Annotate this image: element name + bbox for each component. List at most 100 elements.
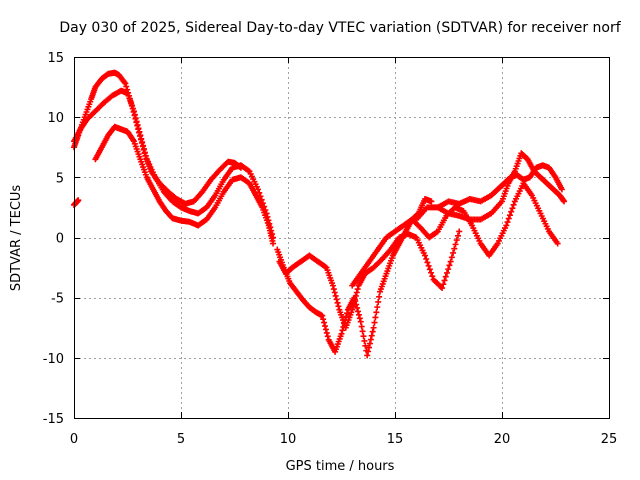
data-point (423, 255, 430, 262)
series-track-7 (413, 150, 568, 223)
series-track-6 (349, 180, 561, 289)
data-point (352, 292, 359, 299)
data-point (445, 266, 452, 273)
data-point (374, 304, 381, 311)
data-point (321, 323, 328, 330)
data-point (372, 314, 379, 321)
data-point (362, 342, 369, 349)
data-point (505, 215, 512, 222)
data-point (376, 293, 383, 300)
y-tick-label: 15 (47, 51, 64, 66)
data-point (456, 228, 463, 235)
data-point (123, 83, 130, 90)
y-tick-label: -5 (51, 292, 64, 307)
data-point (368, 332, 375, 339)
x-tick-label: 15 (387, 432, 404, 447)
data-point (122, 80, 129, 87)
data-point (324, 333, 331, 340)
data-point (329, 282, 336, 289)
data-point (426, 266, 433, 273)
data-point (357, 318, 364, 325)
data-point (453, 237, 460, 244)
data-point (429, 273, 436, 280)
y-tick-label: 0 (56, 232, 64, 247)
data-point (358, 323, 365, 330)
data-point (561, 198, 568, 205)
data-point (349, 306, 356, 313)
series-track-3 (92, 123, 277, 247)
data-point (356, 315, 363, 322)
data-point (321, 319, 328, 326)
data-point (322, 326, 329, 333)
data-point (354, 304, 361, 311)
y-tick-label: -15 (43, 412, 64, 427)
data-point (366, 340, 373, 347)
data-point (509, 205, 516, 212)
data-point (138, 135, 145, 142)
grid (74, 57, 609, 418)
data-point (370, 324, 377, 331)
y-tick-label: 10 (47, 111, 64, 126)
data-point (454, 232, 461, 239)
data-point (425, 262, 432, 269)
series-track-2 (71, 87, 277, 241)
data-point (350, 303, 357, 310)
data-point (353, 289, 360, 296)
data-point (421, 252, 428, 259)
data-point (373, 309, 380, 316)
data-point (139, 139, 146, 146)
data-point (375, 298, 382, 305)
data-point (554, 240, 561, 247)
y-tick-label: 5 (56, 171, 64, 186)
data-point (136, 128, 143, 135)
data-point (332, 292, 339, 299)
data-point (503, 222, 510, 229)
data-point (334, 299, 341, 306)
data-point (369, 328, 376, 335)
data-point (135, 125, 142, 132)
x-axis-label: GPS time / hours (286, 459, 395, 474)
data-point (344, 310, 351, 317)
data-point (131, 111, 138, 118)
data-point (443, 269, 450, 276)
data-point (360, 333, 367, 340)
data-point (255, 186, 262, 193)
data-point (132, 115, 139, 122)
x-tick-label: 0 (70, 432, 78, 447)
data-point (140, 142, 147, 149)
data-point (338, 330, 345, 337)
data-point (355, 311, 362, 318)
plot-frame (74, 57, 610, 419)
data-point (558, 186, 565, 193)
x-tick-label: 20 (494, 432, 511, 447)
y-tick-label: -10 (43, 352, 64, 367)
x-tick-label: 5 (177, 432, 185, 447)
data-point (330, 286, 337, 293)
series-track-9 (71, 197, 82, 209)
data-point (424, 259, 431, 266)
data-point (351, 296, 358, 303)
data-point (451, 245, 458, 252)
data-point (364, 352, 371, 359)
data-point (339, 327, 346, 334)
data-point (361, 337, 368, 344)
data-points (71, 69, 568, 359)
data-point (256, 189, 263, 196)
data-point (323, 329, 330, 336)
axis-ticks (74, 57, 610, 419)
data-point (319, 312, 326, 319)
data-point (446, 262, 453, 269)
data-point (442, 273, 449, 280)
data-point (133, 118, 140, 125)
data-point (335, 303, 342, 310)
data-point (137, 132, 144, 139)
data-point (506, 212, 513, 219)
data-point (355, 308, 362, 315)
data-point (428, 269, 435, 276)
data-point (142, 152, 149, 159)
x-tick-label: 10 (280, 432, 297, 447)
data-point (428, 198, 435, 205)
data-point (441, 277, 448, 284)
data-point (270, 240, 277, 247)
